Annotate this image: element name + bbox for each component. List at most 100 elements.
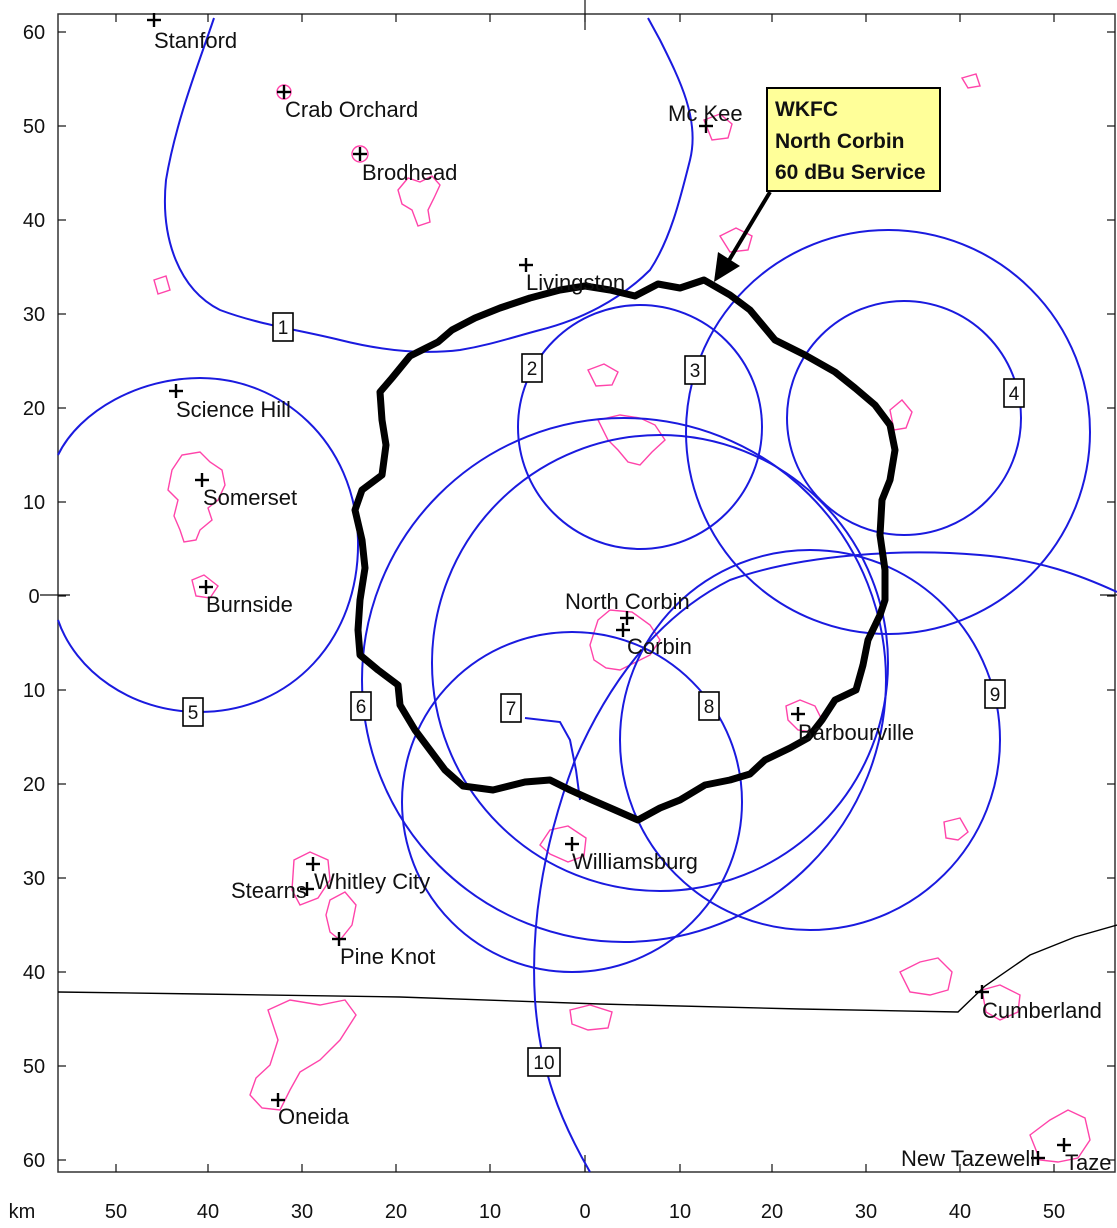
y-tick-label: 50 [23, 1056, 45, 1078]
contour-valley [524, 717, 581, 801]
town-williamsburg: Williamsburg [565, 837, 698, 874]
contour-label-text: 9 [990, 685, 1001, 706]
contour-label-text: 3 [690, 361, 701, 382]
x-tick-label: 30 [291, 1201, 313, 1223]
town-label: Corbin [627, 634, 692, 659]
town-label: New Tazewell [901, 1146, 1035, 1171]
livingston-outline [587, 363, 619, 387]
contour-label-box [1003, 378, 1025, 408]
callout-line-1: WKFC [775, 98, 838, 121]
contour-label-text: 5 [188, 703, 199, 724]
town-north-corbin: North Corbin [565, 589, 690, 625]
x-tick-label: 40 [197, 1201, 219, 1223]
brodhead-outline [397, 175, 441, 227]
somerset-outline [167, 451, 226, 543]
town-label: Brodhead [362, 160, 457, 185]
contour-label-10: 10 [527, 1047, 561, 1077]
southeast-outline [943, 817, 969, 841]
contour-label-text: 7 [506, 699, 517, 720]
x-tick-label: 20 [761, 1201, 783, 1223]
town-barbourville: Barbourville [791, 707, 914, 745]
contour-number-boxes: 1 2 3 4 5 6 7 8 9 10 [182, 312, 1025, 1077]
town-label: Somerset [203, 485, 297, 510]
town-label: Stearns [231, 878, 307, 903]
contour-label-box [272, 312, 294, 342]
town-crab-orchard: Crab Orchard [277, 85, 418, 122]
contour-8 [401, 631, 743, 973]
town-brodhead: Brodhead [353, 147, 457, 185]
town-somerset: Somerset [195, 473, 297, 510]
contour-6 [361, 417, 887, 943]
mckee-outline [703, 113, 733, 141]
x-tick-label: 50 [1043, 1201, 1065, 1223]
whitley-outline [291, 851, 331, 906]
state-boundary-line [57, 924, 1117, 1013]
x-tick-label: 10 [669, 1201, 691, 1223]
contours [57, 17, 1117, 1173]
y-axis: 60 50 40 30 20 10 0 10 20 30 40 50 60 [23, 22, 1115, 1172]
y-tick-label: 0 [28, 586, 39, 608]
contour-5 [57, 376, 360, 714]
contour-label-box [182, 697, 204, 727]
contour-label-box [527, 1047, 561, 1077]
town-label: Crab Orchard [285, 97, 418, 122]
town-label: Stanford [154, 28, 237, 53]
town-label: Cumberland [982, 998, 1102, 1023]
town-livingston: Livingston [519, 258, 625, 295]
y-tick-label: 10 [23, 492, 45, 514]
contour-label-9: 9 [984, 679, 1006, 709]
contour-label-5: 5 [182, 697, 204, 727]
contour-label-8: 8 [698, 691, 720, 721]
town-label: Taze [1065, 1150, 1111, 1175]
y-tick-label: 20 [23, 398, 45, 420]
callout-arrowhead [714, 252, 740, 282]
y-tick-label: 30 [23, 304, 45, 326]
callout-line-3: 60 dBu Service [775, 161, 926, 184]
far-northeast-outline [960, 73, 981, 89]
callout-box [766, 87, 941, 192]
station-callout: WKFC North Corbin 60 dBu Service [714, 87, 941, 282]
contour-label-text: 6 [356, 697, 367, 718]
towns: Stanford Crab Orchard Brodhead Mc Kee Living… [147, 13, 1111, 1175]
town-stanford: Stanford [147, 13, 237, 53]
town-label: Williamsburg [572, 849, 698, 874]
town-label: North Corbin [565, 589, 690, 614]
y-tick-label: 40 [23, 210, 45, 232]
town-science-hill: Science Hill [169, 384, 291, 422]
y-tick-label: 60 [23, 1150, 45, 1172]
town-label: Barbourville [798, 720, 914, 745]
town-label: Livingston [526, 270, 625, 295]
town-oneida: Oneida [271, 1093, 350, 1129]
y-tick-label: 50 [23, 116, 45, 138]
x-tick-label: 10 [479, 1201, 501, 1223]
contour-label-text: 8 [704, 697, 715, 718]
map-frame [57, 13, 1116, 1173]
contour-label-text: 4 [1009, 384, 1020, 405]
town-cumberland: Cumberland [975, 985, 1102, 1023]
lakeside-outline [899, 957, 953, 996]
contour-label-box [500, 693, 522, 723]
town-stearns: Stearns [231, 878, 314, 903]
contour-7 [431, 434, 889, 892]
town-whitley-city: Whitley City [306, 857, 430, 894]
town-label: Mc Kee [668, 101, 743, 126]
corbin-outline [589, 609, 661, 671]
williamsburg-outline [539, 825, 587, 863]
x-tick-label: 0 [579, 1201, 590, 1223]
x-tick-label: 50 [105, 1201, 127, 1223]
burnside-outline [191, 574, 219, 599]
contour-label-text: 10 [533, 1053, 554, 1074]
unit-label: km [9, 1201, 36, 1223]
contour-label-box [984, 679, 1006, 709]
y-tick-label: 30 [23, 868, 45, 890]
contour-label-box [684, 355, 706, 385]
brodhead-dot-outline [351, 145, 369, 163]
contour-1 [164, 17, 694, 353]
town-tazewell: Taze [1057, 1138, 1111, 1175]
cumberland-outline [981, 984, 1021, 1021]
contour-3-inner [786, 300, 1022, 536]
service-contour [351, 276, 899, 824]
north-outline [718, 227, 753, 253]
pine-knot-outline [325, 891, 357, 941]
